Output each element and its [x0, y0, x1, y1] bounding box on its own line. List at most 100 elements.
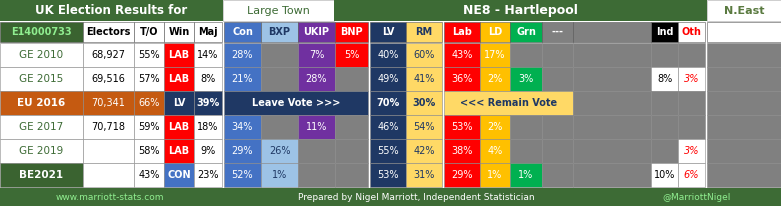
- Bar: [542, 22, 573, 42]
- Bar: [164, 67, 194, 91]
- Text: 1%: 1%: [487, 170, 503, 180]
- Bar: [335, 22, 368, 42]
- Bar: [406, 43, 442, 67]
- Bar: [164, 115, 194, 139]
- Bar: [542, 43, 573, 67]
- Text: GE 2019: GE 2019: [20, 146, 63, 156]
- Bar: [224, 67, 261, 91]
- Bar: [83, 91, 134, 115]
- Text: Maj: Maj: [198, 27, 218, 37]
- Bar: [707, 139, 781, 163]
- Bar: [194, 91, 222, 115]
- Text: 31%: 31%: [413, 170, 435, 180]
- Bar: [678, 67, 705, 91]
- Bar: [220, 188, 612, 206]
- Bar: [224, 91, 368, 115]
- Bar: [224, 115, 261, 139]
- Bar: [480, 43, 510, 67]
- Text: <<< Remain Vote: <<< Remain Vote: [460, 98, 557, 108]
- Bar: [134, 91, 164, 115]
- Bar: [651, 22, 678, 42]
- Text: 34%: 34%: [232, 122, 253, 132]
- Text: 7%: 7%: [308, 50, 324, 60]
- Bar: [335, 43, 368, 67]
- Text: T/O: T/O: [140, 27, 159, 37]
- Text: 43%: 43%: [451, 50, 473, 60]
- Bar: [573, 43, 651, 67]
- Text: LAB: LAB: [169, 50, 190, 60]
- Text: Ind: Ind: [656, 27, 673, 37]
- Bar: [134, 139, 164, 163]
- Text: 29%: 29%: [232, 146, 253, 156]
- Text: 2%: 2%: [487, 122, 503, 132]
- Bar: [651, 115, 678, 139]
- Bar: [0, 188, 220, 206]
- Bar: [134, 67, 164, 91]
- Text: LD: LD: [488, 27, 502, 37]
- Bar: [406, 115, 442, 139]
- Text: 3%: 3%: [683, 146, 699, 156]
- Bar: [651, 67, 678, 91]
- Text: LV: LV: [382, 27, 394, 37]
- Bar: [480, 115, 510, 139]
- Bar: [224, 139, 261, 163]
- Text: 60%: 60%: [413, 50, 435, 60]
- Text: 8%: 8%: [201, 74, 216, 84]
- Text: Win: Win: [169, 27, 190, 37]
- Text: GE 2017: GE 2017: [20, 122, 63, 132]
- Bar: [651, 43, 678, 67]
- Bar: [444, 139, 480, 163]
- Text: 53%: 53%: [377, 170, 399, 180]
- Bar: [194, 139, 222, 163]
- Bar: [612, 188, 781, 206]
- Bar: [164, 139, 194, 163]
- Bar: [223, 0, 334, 21]
- Bar: [678, 22, 705, 42]
- Bar: [134, 115, 164, 139]
- Text: 5%: 5%: [344, 50, 359, 60]
- Bar: [0, 139, 83, 163]
- Bar: [707, 0, 781, 21]
- Text: 18%: 18%: [198, 122, 219, 132]
- Text: 26%: 26%: [269, 146, 291, 156]
- Text: EU 2016: EU 2016: [17, 98, 66, 108]
- Bar: [83, 163, 134, 187]
- Bar: [651, 91, 678, 115]
- Text: 36%: 36%: [451, 74, 473, 84]
- Bar: [298, 115, 335, 139]
- Text: 9%: 9%: [201, 146, 216, 156]
- Bar: [335, 115, 368, 139]
- Text: BE2021: BE2021: [20, 170, 63, 180]
- Bar: [573, 115, 651, 139]
- Text: ---: ---: [551, 27, 564, 37]
- Text: 54%: 54%: [413, 122, 435, 132]
- Text: 58%: 58%: [138, 146, 160, 156]
- Text: LAB: LAB: [169, 122, 190, 132]
- Bar: [261, 139, 298, 163]
- Text: CON: CON: [167, 170, 191, 180]
- Bar: [480, 163, 510, 187]
- Text: 17%: 17%: [484, 50, 506, 60]
- Text: 42%: 42%: [413, 146, 435, 156]
- Text: 11%: 11%: [306, 122, 327, 132]
- Bar: [298, 139, 335, 163]
- Bar: [573, 67, 651, 91]
- Bar: [406, 67, 442, 91]
- Bar: [298, 22, 335, 42]
- Text: BNP: BNP: [341, 27, 363, 37]
- Text: GE 2010: GE 2010: [20, 50, 63, 60]
- Text: LAB: LAB: [169, 146, 190, 156]
- Text: UK Election Results for: UK Election Results for: [35, 4, 187, 17]
- Bar: [134, 22, 164, 42]
- Bar: [0, 67, 83, 91]
- Bar: [678, 139, 705, 163]
- Text: BXP: BXP: [269, 27, 291, 37]
- Bar: [164, 22, 194, 42]
- Bar: [510, 22, 542, 42]
- Bar: [83, 43, 134, 67]
- Bar: [406, 163, 442, 187]
- Text: 52%: 52%: [232, 170, 253, 180]
- Text: 2%: 2%: [487, 74, 503, 84]
- Text: 66%: 66%: [138, 98, 159, 108]
- Text: N.East: N.East: [724, 6, 765, 15]
